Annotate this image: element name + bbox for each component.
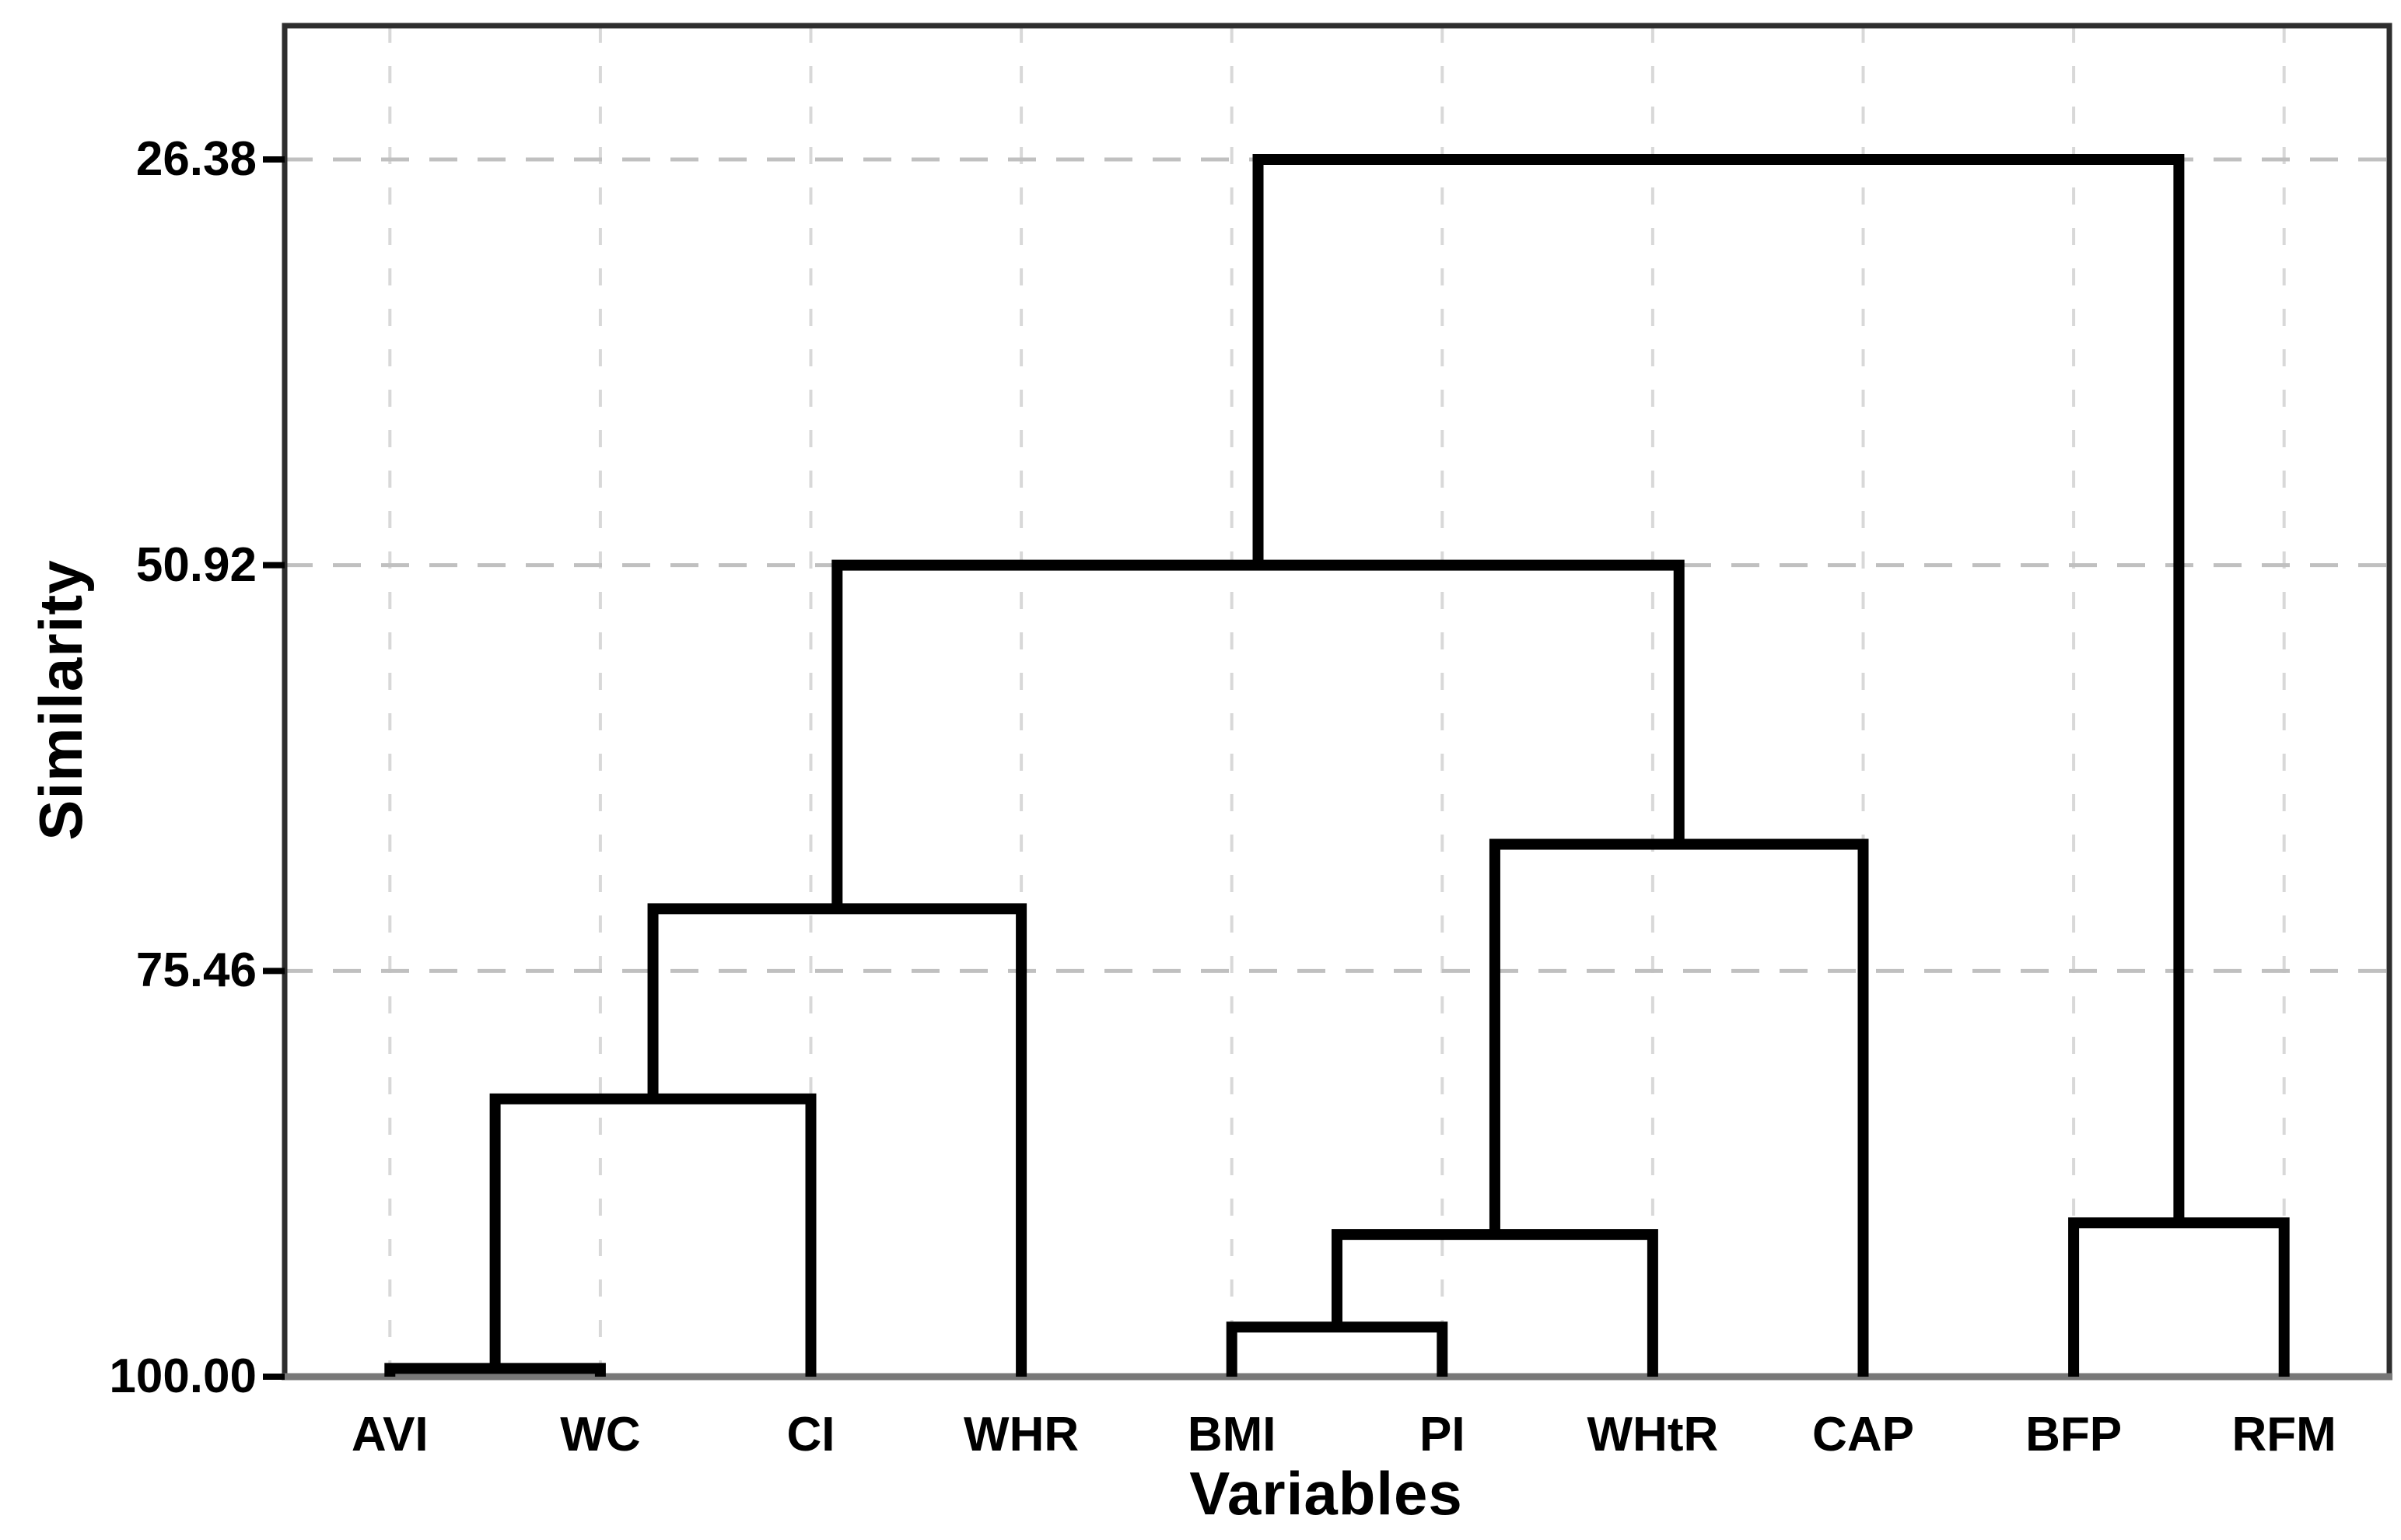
x-leaf-label: BFP [2025, 1408, 2123, 1461]
x-leaf-label: BMI [1187, 1408, 1276, 1461]
dendrogram-link [2068, 1217, 2290, 1377]
y-tick-label: 50.92 [135, 537, 257, 592]
y-tick-label: 75.46 [135, 943, 257, 998]
x-leaf-label: AVI [351, 1408, 429, 1461]
dendrogram-link [1252, 154, 2185, 1223]
y-tick-label: 26.38 [135, 132, 257, 186]
x-leaf-label: CI [786, 1408, 835, 1461]
x-axis-title: Variables [1189, 1459, 1463, 1528]
dendrogram-link [647, 903, 1027, 1377]
x-leaf-label: WC [560, 1408, 641, 1461]
dendrogram-link [1332, 1229, 1658, 1377]
dendrogram-link [1489, 838, 1869, 1377]
x-leaf-label: PI [1419, 1408, 1465, 1461]
x-leaf-label: CAP [1812, 1408, 1914, 1461]
x-leaf-label: WHR [964, 1408, 1080, 1461]
x-leaf-label: RFM [2231, 1408, 2336, 1461]
dendrogram-link [831, 559, 1685, 909]
x-leaf-label: WHtR [1587, 1408, 1719, 1461]
dendrogram-link [489, 1093, 817, 1377]
y-tick-label: 100.00 [109, 1349, 257, 1403]
dendrogram-link [1226, 1321, 1448, 1377]
